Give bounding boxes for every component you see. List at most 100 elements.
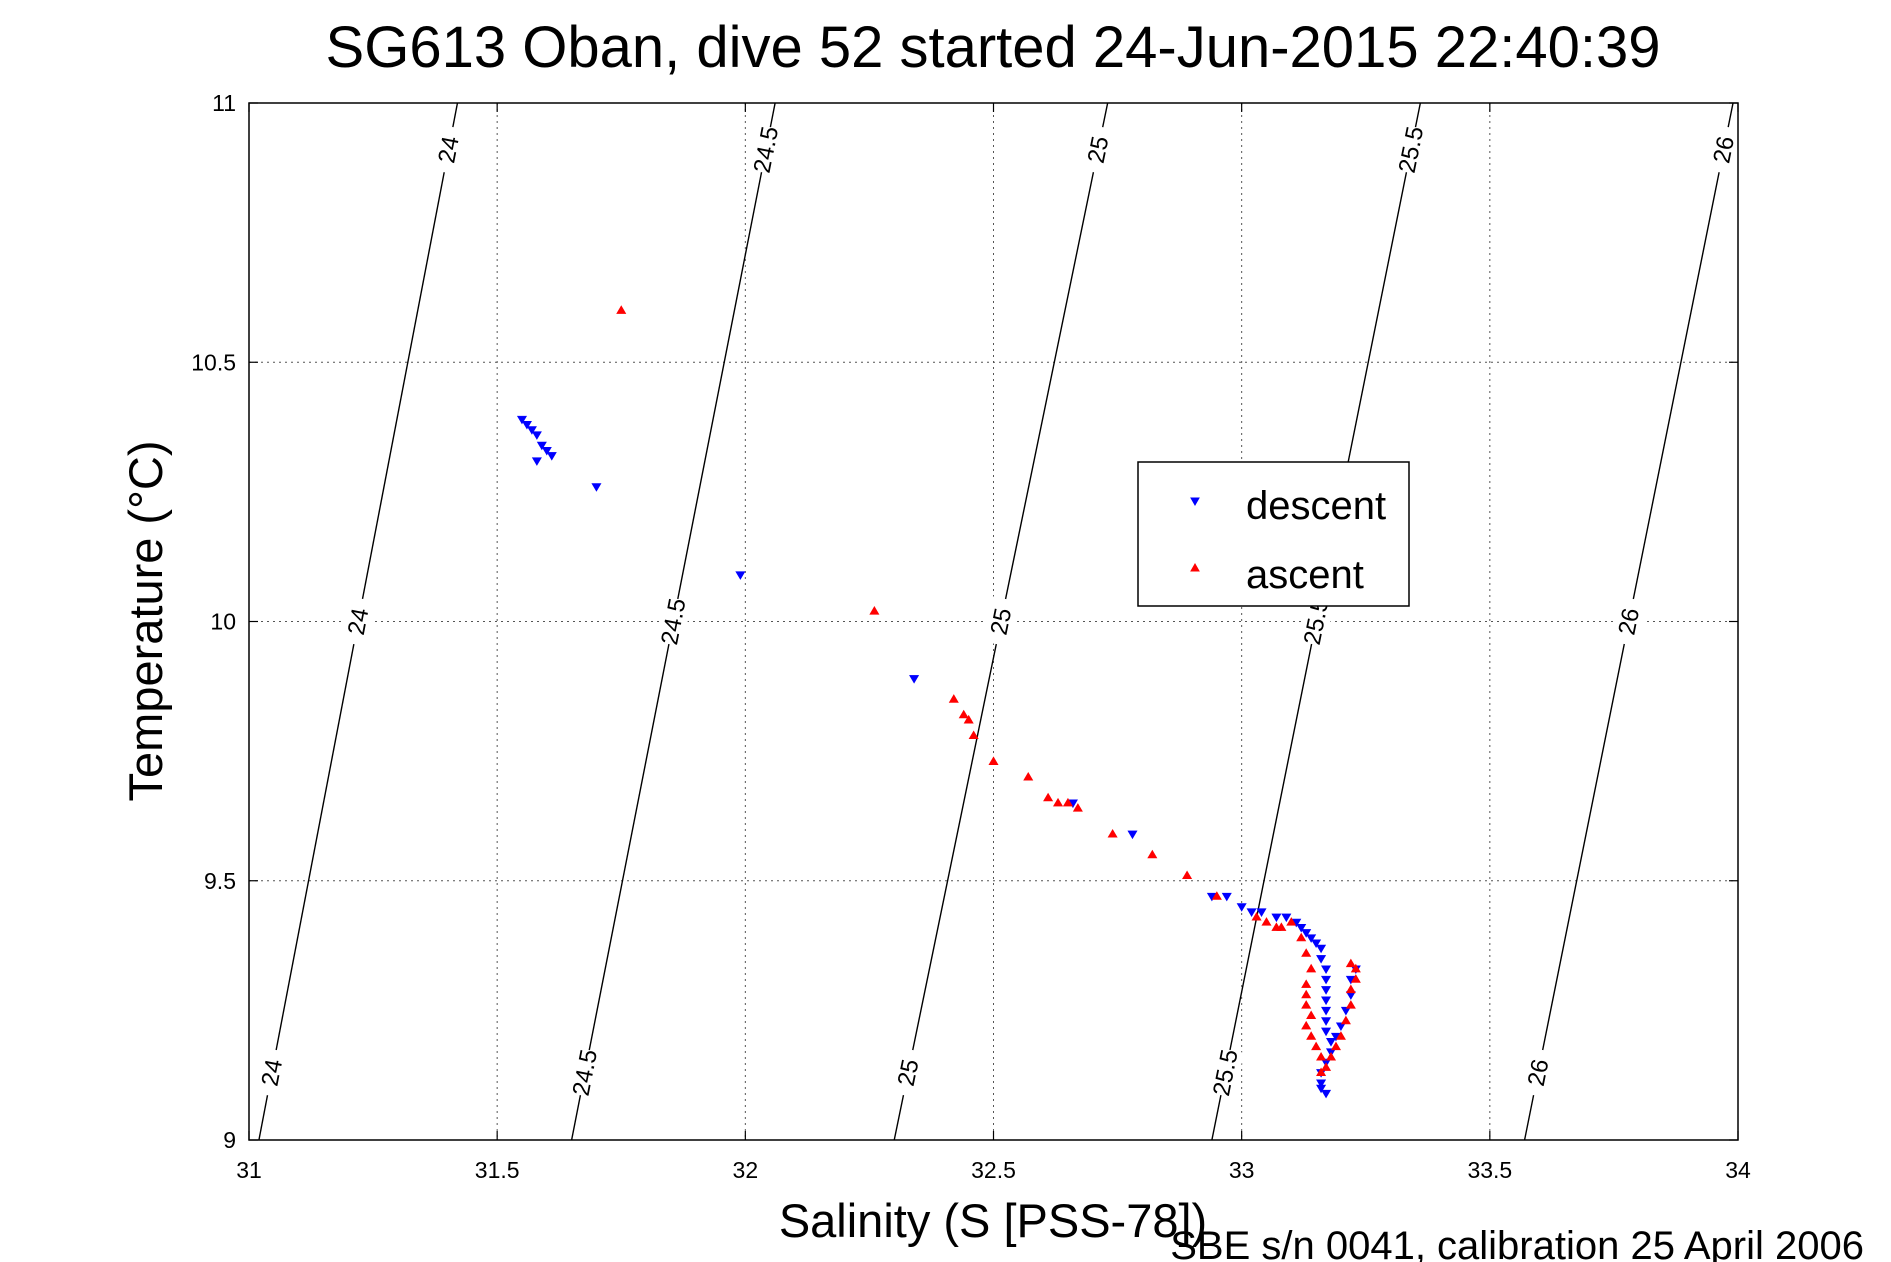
legend-label-descent: descent (1246, 484, 1386, 528)
descent-data-point (541, 446, 552, 456)
descent-data-point (1321, 1027, 1332, 1037)
legend: descent ascent (1137, 461, 1410, 607)
calibration-footnote: SBE s/n 0041, calibration 25 April 2006 (1170, 1224, 1864, 1262)
density-contour-label: 24 (433, 134, 465, 165)
ascent-data-point (958, 709, 969, 719)
descent-data-point (1321, 1089, 1332, 1099)
descent-data-point (1306, 934, 1317, 943)
ascent-data-point (1330, 1041, 1341, 1051)
descent-data-point (1321, 1017, 1332, 1026)
y-tick-label: 10 (210, 609, 236, 635)
ascent-data-point (1276, 922, 1287, 931)
ascent-data-point (1062, 797, 1073, 807)
density-contour-label-group: 25 (982, 596, 1020, 647)
data-series (516, 305, 1361, 1099)
ascent-data-point (963, 714, 974, 724)
density-contour-labels: 24242424.524.524.525252525.525.525.52626… (253, 124, 1742, 1098)
ascent-data-point (1072, 803, 1083, 812)
x-tick-label: 32 (733, 1157, 759, 1183)
descent-data-point (1316, 955, 1327, 964)
ascent-data-point (968, 730, 979, 740)
descent-data-point (531, 457, 542, 466)
ascent-data-point (616, 305, 627, 314)
series-ascent (616, 305, 1361, 1077)
ascent-data-point (1296, 932, 1307, 942)
descent-data-point (1321, 975, 1332, 985)
density-contour-label-group: 26 (1705, 124, 1742, 175)
density-contour-label-group: 26 (1519, 1047, 1557, 1098)
descent-data-point (516, 415, 528, 425)
density-contour-label: 26 (1523, 1057, 1555, 1089)
contour-label-knockout (889, 1047, 927, 1098)
descent-data-point (1281, 913, 1292, 923)
descent-data-point (526, 426, 537, 435)
y-tick-label: 11 (212, 90, 236, 116)
ascent-data-point (1286, 917, 1297, 926)
x-tick-label: 31 (236, 1157, 262, 1183)
density-contour-label-group: 26 (1610, 596, 1648, 647)
ascent-data-point (1311, 1041, 1322, 1051)
ascent-data-point (988, 756, 999, 765)
ascent-data-point (1345, 1000, 1356, 1009)
ascent-data-point (1335, 1031, 1346, 1040)
legend-label-ascent: ascent (1246, 553, 1364, 597)
density-contour-label: 24.5 (749, 124, 784, 175)
density-contour-label-group: 25 (1079, 124, 1117, 176)
ascent-data-point (1043, 792, 1054, 802)
density-contour-label-group: 25.5 (1392, 124, 1430, 175)
density-contour-label-group: 24 (253, 1047, 290, 1098)
descent-data-point (909, 675, 920, 684)
x-tick-label: 34 (1725, 1157, 1751, 1183)
descent-data-point (1236, 903, 1247, 912)
density-contour-label: 26 (1708, 134, 1740, 166)
descent-data-point (1256, 908, 1267, 917)
y-tick-label: 9 (223, 1127, 236, 1153)
legend-box (1137, 461, 1410, 607)
density-contour-label: 25 (1083, 134, 1115, 166)
descent-data-point (1316, 944, 1327, 954)
x-tick-label: 33.5 (1467, 1157, 1512, 1183)
descent-data-point (1311, 939, 1322, 949)
descent-data-point (546, 452, 557, 461)
ascent-data-point (1350, 963, 1361, 973)
ascent-data-point (1340, 1015, 1351, 1025)
descent-data-point (521, 421, 532, 430)
descent-data-point (1316, 1084, 1327, 1094)
contour-label-knockout (1207, 1047, 1244, 1098)
contour-label-knockout (1519, 1047, 1557, 1098)
ascent-data-point (1182, 870, 1193, 880)
y-tick-label: 9.5 (204, 868, 236, 894)
ascent-data-point (1301, 1000, 1312, 1009)
ascent-data-point (1306, 1010, 1317, 1020)
ascent-data-point (1306, 1031, 1317, 1040)
y-axis-label: Temperature (°C) (119, 441, 172, 802)
ascent-data-point (1345, 984, 1356, 994)
descent-data-point (1340, 1006, 1351, 1016)
descent-data-point (1296, 923, 1307, 933)
descent-data-point (1321, 986, 1332, 995)
x-tick-label: 32.5 (971, 1157, 1016, 1183)
contour-label-knockout (340, 596, 377, 647)
ascent-data-point (1023, 771, 1034, 781)
descent-data-point (531, 431, 542, 440)
density-contour-label: 26 (1613, 606, 1645, 638)
descent-data-point (1316, 1079, 1327, 1089)
ascent-data-point (1052, 797, 1064, 807)
x-axis-label: Salinity (S [PSS-78]) (779, 1194, 1207, 1247)
density-contour-label: 25.5 (1394, 124, 1430, 175)
chart-title: SG613 Oban, dive 52 started 24-Jun-2015 … (326, 15, 1661, 80)
density-contour-label-group: 25.5 (1207, 1047, 1244, 1098)
ascent-data-point (1316, 1051, 1327, 1061)
ascent-data-point (1211, 891, 1222, 900)
descent-data-point (1271, 913, 1282, 923)
descent-data-point (1246, 908, 1257, 917)
ascent-data-point (1350, 974, 1361, 983)
legend-marker-ascent (1190, 562, 1200, 572)
density-contour-label-group: 24 (430, 124, 467, 175)
y-axis-ticks: 9 9.5 10 10.5 11 (191, 90, 1738, 1153)
density-contour-label: 24 (343, 606, 375, 637)
ascent-data-point (1301, 1020, 1312, 1030)
contour-label-knockout (1079, 124, 1117, 176)
density-contour-label-group: 24.5 (655, 596, 692, 647)
